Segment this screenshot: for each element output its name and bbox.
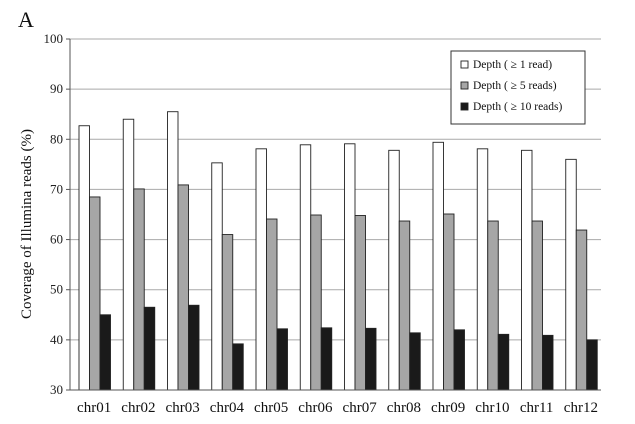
y-tick-label: 50 — [50, 282, 63, 297]
y-tick-label: 60 — [50, 232, 63, 247]
y-tick-label: 90 — [50, 81, 63, 96]
y-axis-ticks: 30 40 50 60 70 80 90 100 — [44, 31, 70, 397]
x-category-label: chr04 — [210, 400, 245, 416]
bar-depth-5-reads-chr12 — [575, 229, 588, 391]
bar-depth-10-reads-chr09 — [453, 329, 465, 391]
bar-depth-5-reads-chr05 — [266, 218, 278, 391]
legend-label-depth-10-reads: Depth ( ≥ 10 reads) — [473, 101, 563, 113]
x-category-label: chr07 — [343, 400, 378, 416]
x-category-label: chr01 — [77, 400, 111, 416]
x-category-label: chr09 — [431, 400, 465, 416]
bar-depth-10-reads-chr02 — [143, 306, 156, 391]
bar-depth-10-reads-chr10 — [497, 333, 510, 391]
bar-depth-1-read-chr06 — [299, 144, 312, 391]
bar-depth-10-reads-chr07 — [365, 327, 377, 391]
y-tick-label: 30 — [50, 382, 63, 397]
bar-depth-10-reads-chr06 — [320, 327, 333, 391]
legend: Depth ( ≥ 1 read) Depth ( ≥ 5 reads) Depth… — [450, 50, 586, 125]
bar-depth-5-reads-chr09 — [443, 213, 455, 391]
bar-depth-1-read-chr08 — [388, 149, 400, 391]
bars — [78, 111, 598, 391]
bar-depth-5-reads-chr10 — [487, 220, 499, 391]
bar-depth-10-reads-chr11 — [542, 334, 554, 391]
bar-depth-1-read-chr04 — [211, 162, 223, 391]
bar-depth-10-reads-chr08 — [409, 332, 421, 391]
bar-depth-1-read-chr09 — [432, 141, 444, 391]
bar-depth-1-read-chr11 — [521, 149, 533, 391]
grid-lines — [70, 38, 601, 341]
bar-depth-1-read-chr05 — [255, 148, 267, 391]
bar-depth-1-read-chr03 — [167, 111, 179, 391]
x-axis-labels: chr01 chr02 chr03 chr04 chr05 chr06 chr07 chr08… — [77, 400, 598, 416]
bar-depth-1-read-chr10 — [476, 148, 489, 391]
x-category-label: chr03 — [166, 400, 200, 416]
bar-depth-10-reads-chr03 — [188, 304, 200, 391]
bar-depth-5-reads-chr01 — [89, 196, 101, 391]
x-category-label: chr10 — [475, 400, 509, 416]
y-tick-label: 80 — [50, 131, 63, 146]
bar-depth-10-reads-chr04 — [232, 343, 244, 391]
x-category-label: chr08 — [387, 400, 421, 416]
legend-label-depth-1-read: Depth ( ≥ 1 read) — [473, 59, 552, 71]
bar-depth-1-read-chr12 — [565, 158, 577, 391]
y-axis-title: Coverage of Illumina reads (%) — [19, 129, 35, 319]
bar-depth-1-read-chr07 — [344, 143, 356, 391]
y-tick-label: 70 — [50, 181, 63, 196]
panel-letter: A — [18, 7, 34, 32]
bar-depth-10-reads-chr01 — [99, 314, 111, 391]
bar-depth-5-reads-chr11 — [531, 220, 543, 391]
legend-box — [450, 50, 586, 125]
x-category-label: chr05 — [254, 400, 288, 416]
y-tick-label: 100 — [44, 31, 64, 46]
bar-depth-5-reads-chr08 — [398, 220, 411, 391]
bar-depth-5-reads-chr07 — [354, 215, 366, 391]
bar-depth-1-read-chr02 — [122, 118, 135, 391]
bar-depth-5-reads-chr03 — [177, 184, 189, 391]
legend-swatch-depth-1-read — [460, 60, 469, 69]
x-category-label: chr06 — [298, 400, 333, 416]
bar-depth-10-reads-chr12 — [586, 339, 598, 391]
bar-depth-5-reads-chr06 — [310, 214, 322, 391]
legend-swatch-depth-5-reads — [460, 81, 469, 90]
bar-depth-5-reads-chr02 — [133, 188, 145, 391]
x-category-label: chr12 — [564, 400, 598, 416]
legend-swatch-depth-10-reads — [460, 102, 469, 111]
legend-label-depth-5-reads: Depth ( ≥ 5 reads) — [473, 80, 557, 92]
x-category-label: chr02 — [121, 400, 155, 416]
y-tick-label: 40 — [50, 332, 63, 347]
x-category-label: chr11 — [520, 400, 554, 416]
bar-depth-5-reads-chr04 — [221, 234, 234, 391]
bar-depth-1-read-chr01 — [78, 125, 90, 391]
bar-depth-10-reads-chr05 — [276, 328, 288, 391]
